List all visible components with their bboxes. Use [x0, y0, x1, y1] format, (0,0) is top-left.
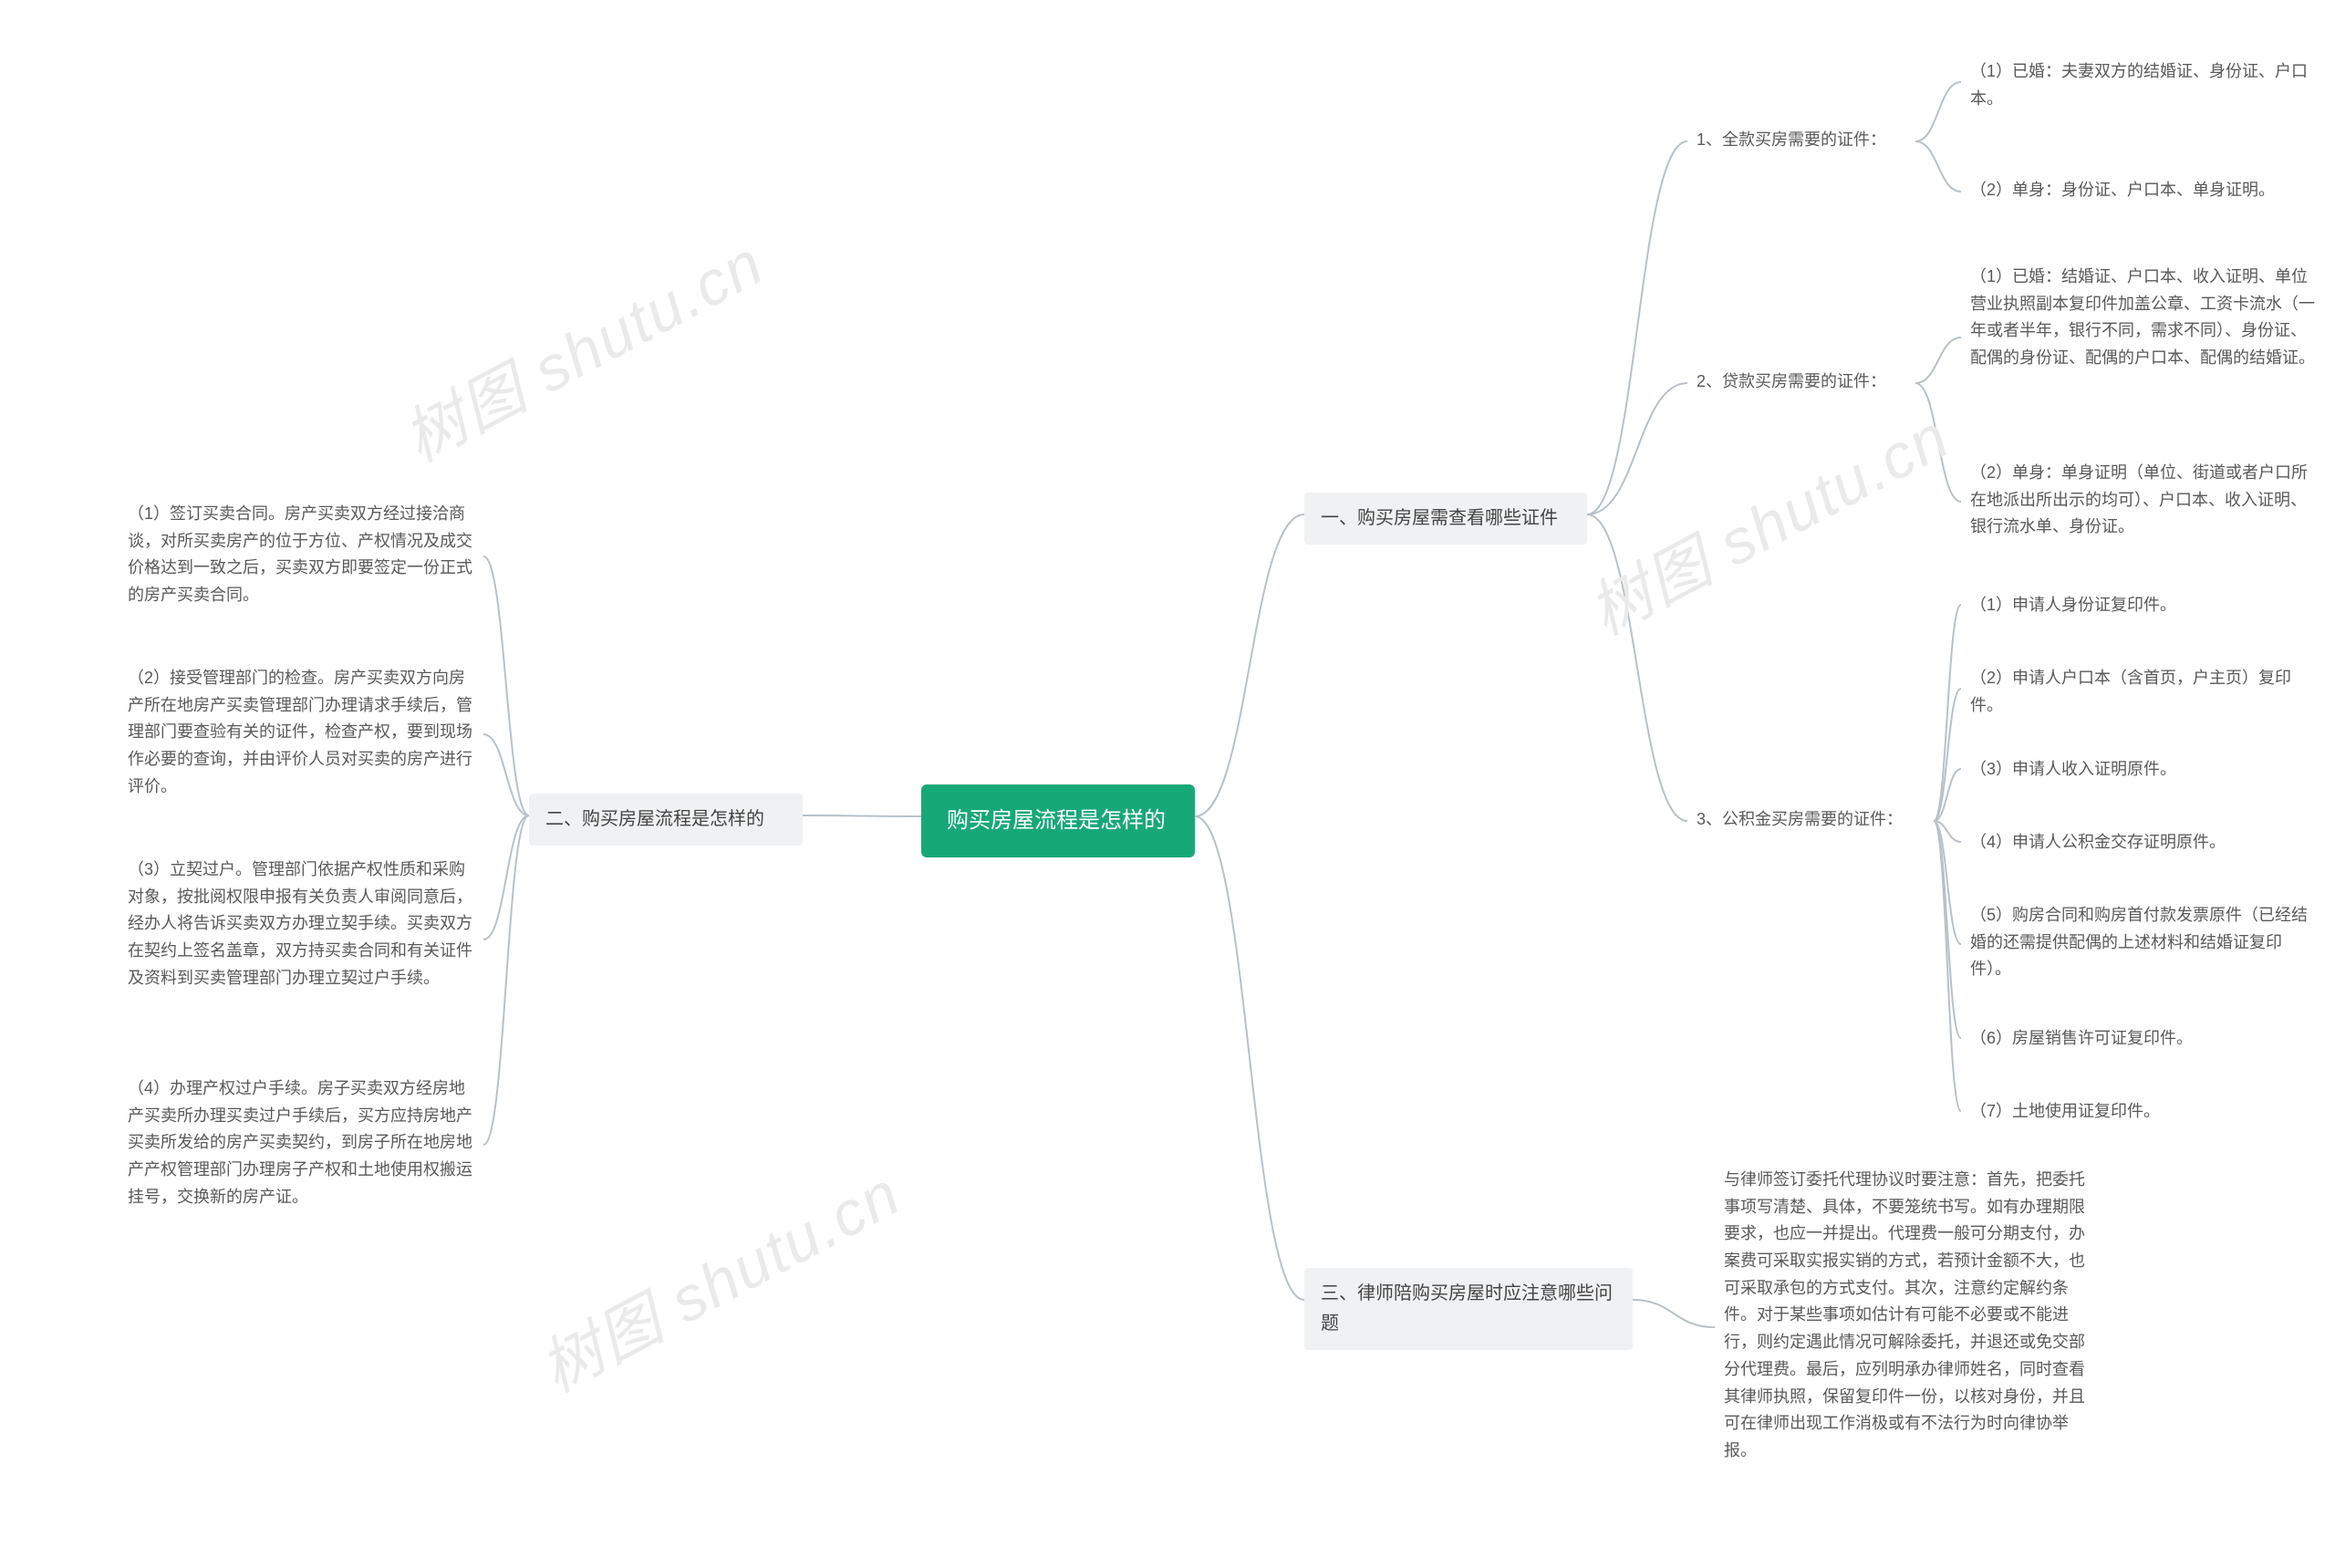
child-node: 3、公积金买房需要的证件：	[1687, 803, 1934, 837]
leaf-node-label: （7）土地使用证复印件。	[1961, 1095, 2326, 1129]
child-node: 2、贷款买房需要的证件：	[1687, 365, 1915, 400]
leaf-node-label: （4）申请人公积金交存证明原件。	[1961, 826, 2326, 860]
branch-node-label: 一、购买房屋需查看哪些证件	[1304, 493, 1587, 545]
child-node-label: 1、全款买房需要的证件：	[1687, 123, 1915, 158]
leaf-node-label: （3）申请人收入证明原件。	[1961, 753, 2326, 787]
child-node-label: （1）签订买卖合同。房产买卖双方经过接洽商谈，对所买卖房产的位于方位、产权情况及…	[119, 497, 483, 613]
watermark: 树图 shutu.cn	[385, 213, 777, 479]
leaf-node: （5）购房合同和购房首付款发票原件（已经结婚的还需提供配偶的上述材料和结婚证复印…	[1961, 898, 2326, 987]
leaf-node-label: （1）申请人身份证复印件。	[1961, 588, 2326, 623]
leaf-node: （7）土地使用证复印件。	[1961, 1095, 2326, 1129]
branch-node-label: 三、律师陪购买房屋时应注意哪些问题	[1304, 1268, 1633, 1350]
branch-node: 二、购买房屋流程是怎样的	[529, 794, 803, 846]
leaf-node: （1）申请人身份证复印件。	[1961, 588, 2326, 623]
leaf-node-label: （1）已婚：夫妻双方的结婚证、身份证、户口本。	[1961, 55, 2326, 116]
branch-node-label: 二、购买房屋流程是怎样的	[529, 794, 803, 846]
leaf-node: （6）房屋销售许可证复印件。	[1961, 1022, 2326, 1056]
leaf-node-label: （1）已婚：结婚证、户口本、收入证明、单位营业执照副本复印件加盖公章、工资卡流水…	[1961, 260, 2326, 376]
child-node: （1）签订买卖合同。房产买卖双方经过接洽商谈，对所买卖房产的位于方位、产权情况及…	[119, 497, 483, 613]
leaf-node: （2）申请人户口本（含首页，户主页）复印件。	[1961, 661, 2326, 722]
leaf-node-label: （5）购房合同和购房首付款发票原件（已经结婚的还需提供配偶的上述材料和结婚证复印…	[1961, 898, 2326, 987]
leaf-node: （4）申请人公积金交存证明原件。	[1961, 826, 2326, 860]
child-node: （2）接受管理部门的检查。房产买卖双方向房产所在地房产买卖管理部门办理请求手续后…	[119, 661, 483, 804]
leaf-node-label: （2）单身：单身证明（单位、街道或者户口所在地派出所出示的均可）、户口本、收入证…	[1961, 456, 2326, 545]
child-node: （3）立契过户。管理部门依据产权性质和采购对象，按批阅权限申报有关负责人审阅同意…	[119, 853, 483, 995]
leaf-node-label: （2）单身：身份证、户口本、单身证明。	[1961, 173, 2326, 208]
root-node-label: 购买房屋流程是怎样的	[921, 784, 1195, 857]
child-node-label: （2）接受管理部门的检查。房产买卖双方向房产所在地房产买卖管理部门办理请求手续后…	[119, 661, 483, 804]
child-node: 与律师签订委托代理协议时要注意：首先，把委托事项写清楚、具体，不要笼统书写。如有…	[1715, 1163, 2107, 1469]
root-node: 购买房屋流程是怎样的	[921, 784, 1195, 857]
leaf-node: （2）单身：单身证明（单位、街道或者户口所在地派出所出示的均可）、户口本、收入证…	[1961, 456, 2326, 545]
branch-node: 一、购买房屋需查看哪些证件	[1304, 493, 1587, 545]
child-node-label: 2、贷款买房需要的证件：	[1687, 365, 1915, 400]
mindmap-canvas: 树图 shutu.cn 树图 shutu.cn 树图 shutu.cn 购买房屋流程是…	[0, 0, 2335, 1568]
child-node-label: （4）办理产权过户手续。房子买卖双方经房地产买卖所办理买卖过户手续后，买方应持房…	[119, 1072, 483, 1214]
leaf-node: （1）已婚：夫妻双方的结婚证、身份证、户口本。	[1961, 55, 2326, 116]
branch-node: 三、律师陪购买房屋时应注意哪些问题	[1304, 1268, 1633, 1350]
child-node-label: 与律师签订委托代理协议时要注意：首先，把委托事项写清楚、具体，不要笼统书写。如有…	[1715, 1163, 2107, 1469]
leaf-node-label: （2）申请人户口本（含首页，户主页）复印件。	[1961, 661, 2326, 722]
leaf-node: （2）单身：身份证、户口本、单身证明。	[1961, 173, 2326, 208]
child-node: （4）办理产权过户手续。房子买卖双方经房地产买卖所办理买卖过户手续后，买方应持房…	[119, 1072, 483, 1214]
child-node: 1、全款买房需要的证件：	[1687, 123, 1915, 158]
child-node-label: 3、公积金买房需要的证件：	[1687, 803, 1934, 837]
leaf-node-label: （6）房屋销售许可证复印件。	[1961, 1022, 2326, 1056]
leaf-node: （1）已婚：结婚证、户口本、收入证明、单位营业执照副本复印件加盖公章、工资卡流水…	[1961, 260, 2326, 376]
child-node-label: （3）立契过户。管理部门依据产权性质和采购对象，按批阅权限申报有关负责人审阅同意…	[119, 853, 483, 995]
watermark: 树图 shutu.cn	[522, 1144, 914, 1409]
leaf-node: （3）申请人收入证明原件。	[1961, 753, 2326, 787]
watermark: 树图 shutu.cn	[1571, 387, 1963, 652]
